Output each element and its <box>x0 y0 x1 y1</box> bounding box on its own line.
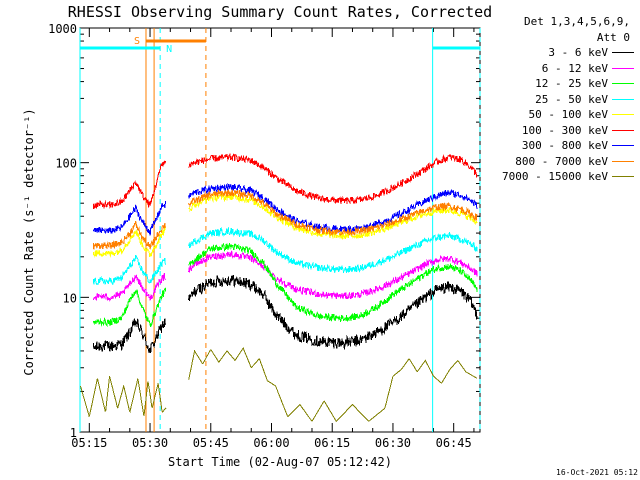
plot-frame <box>79 27 481 433</box>
legend-swatch <box>612 67 634 69</box>
legend-entry-label: 800 - 7000 keV <box>515 154 608 168</box>
series-line <box>92 160 167 209</box>
y-tick-label: 100 <box>55 157 77 171</box>
legend-entry-label: 50 - 100 keV <box>528 108 608 121</box>
legend-entry-label: 3 - 6 keV <box>548 46 608 59</box>
legend-header-line-2: Att 0 <box>596 30 630 44</box>
legend-entry: 100 - 300 keV <box>484 123 636 139</box>
series-line <box>92 272 166 302</box>
series-line <box>188 192 478 240</box>
annotation-label-night: N <box>166 44 172 55</box>
axes: 1 10 100 1000 05:15 05:30 05:45 06:00 06:15 06:30… <box>48 22 481 450</box>
legend-swatch <box>612 129 634 131</box>
chart-title: RHESSI Observing Summary Count Rates, Co… <box>68 3 492 21</box>
legend-swatch <box>612 83 634 85</box>
x-tick-label: 05:15 <box>71 436 107 450</box>
x-tick-label: 06:00 <box>253 436 289 450</box>
data-series <box>79 152 478 422</box>
series-line <box>92 220 167 251</box>
series-line <box>188 188 478 237</box>
series-line <box>188 274 478 350</box>
legend-entry: 12 - 25 keV <box>484 76 636 92</box>
series-line <box>188 152 478 205</box>
legend-entry-label: 25 - 50 keV <box>535 92 608 106</box>
legend-entry-label: 6 - 12 keV <box>541 61 608 75</box>
legend: Det 1,3,4,5,6,9, Att 0 3 - 6 keV 6 - 12 k… <box>484 14 636 185</box>
legend-swatch <box>612 98 634 100</box>
series-line <box>79 375 167 418</box>
y-tick-label: 10 <box>63 291 77 305</box>
x-tick-label: 06:45 <box>436 436 472 450</box>
legend-entry: 25 - 50 keV <box>484 92 636 108</box>
legend-entry-label: 12 - 25 keV <box>535 77 608 90</box>
legend-swatch <box>612 52 634 54</box>
annotation-bars: SN <box>80 36 480 55</box>
x-tick-label: 06:15 <box>314 436 350 450</box>
legend-swatch <box>612 176 634 178</box>
legend-entry: 6 - 12 keV <box>484 61 636 77</box>
legend-entry: 800 - 7000 keV <box>484 154 636 170</box>
y-axis-label: Corrected Count Rate (s⁻¹ detector⁻¹) <box>22 108 36 375</box>
legend-entry: 7000 - 15000 keV <box>484 169 636 185</box>
y-tick-label: 1 <box>70 426 77 440</box>
x-tick-label: 06:30 <box>375 436 411 450</box>
x-axis-label: Start Time (02-Aug-07 05:12:42) <box>168 455 392 469</box>
series-line <box>188 242 478 323</box>
legend-entry: 3 - 6 keV <box>484 45 636 61</box>
series-line <box>92 201 167 236</box>
legend-entry-label: 100 - 300 keV <box>521 123 608 137</box>
legend-swatch <box>612 145 634 147</box>
legend-header-line-1: Det 1,3,4,5,6,9, <box>524 15 630 28</box>
x-tick-label: 05:45 <box>193 436 229 450</box>
legend-entry: 50 - 100 keV <box>484 107 636 123</box>
series-line <box>92 286 167 328</box>
series-line <box>92 225 167 259</box>
legend-entry-label: 7000 - 15000 keV <box>502 170 608 183</box>
legend-entry-label: 300 - 800 keV <box>521 139 608 152</box>
series-line <box>188 250 478 300</box>
vertical-markers <box>79 28 481 432</box>
footer-timestamp: 16-Oct-2021 05:12 <box>556 468 638 477</box>
series-line <box>92 254 167 286</box>
annotation-label-saa: S <box>134 36 140 47</box>
legend-entry: 300 - 800 keV <box>484 138 636 154</box>
y-tick-label: 1000 <box>48 22 77 36</box>
series-line <box>92 318 166 354</box>
series-line <box>188 347 478 422</box>
legend-swatch <box>612 160 634 162</box>
x-tick-label: 05:30 <box>132 436 168 450</box>
series-line <box>188 226 478 275</box>
legend-swatch <box>612 114 634 116</box>
